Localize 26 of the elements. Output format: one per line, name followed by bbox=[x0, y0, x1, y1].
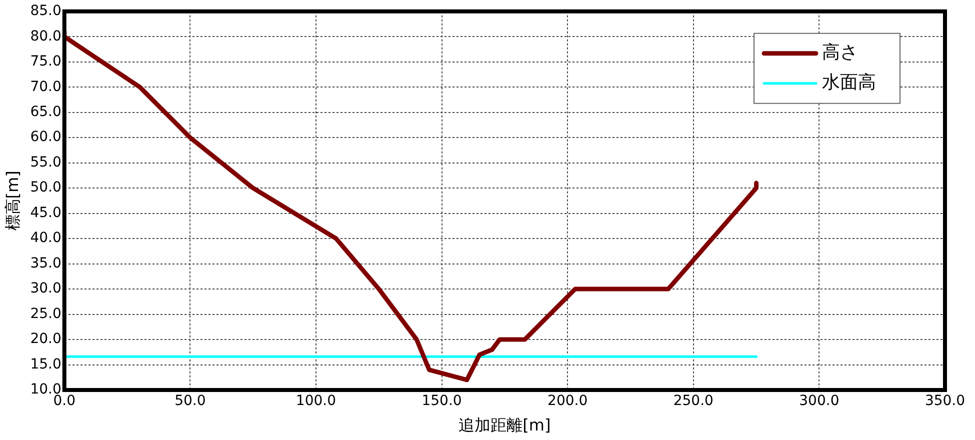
x-tick-label: 300.0 bbox=[799, 393, 840, 410]
y-tick-label: 70.0 bbox=[30, 78, 62, 95]
y-tick-label: 85.0 bbox=[30, 3, 62, 20]
y-tick-label: 55.0 bbox=[30, 154, 62, 170]
y-axis-title: 標高[m] bbox=[2, 170, 22, 231]
x-tick-label: 100.0 bbox=[296, 393, 336, 410]
legend-label: 水面高 bbox=[822, 72, 876, 94]
y-tick-label: 60.0 bbox=[30, 129, 62, 146]
y-tick-label: 50.0 bbox=[30, 180, 62, 196]
y-tick-label: 80.0 bbox=[30, 28, 62, 44]
y-tick-label: 40.0 bbox=[30, 230, 62, 246]
y-tick-label: 15.0 bbox=[30, 356, 62, 372]
x-tick-label: 200.0 bbox=[548, 393, 588, 410]
y-tick-label: 75.0 bbox=[30, 54, 62, 70]
y-tick-label: 65.0 bbox=[30, 104, 62, 120]
x-tick-label: 50.0 bbox=[174, 393, 206, 410]
y-tick-label: 35.0 bbox=[30, 255, 62, 272]
legend-label: 高さ bbox=[822, 42, 858, 64]
x-axis-title: 追加距離[m] bbox=[458, 416, 551, 435]
x-tick-label: 150.0 bbox=[422, 393, 462, 410]
x-tick-label: 350.0 bbox=[924, 393, 966, 410]
y-tick-label: 25.0 bbox=[30, 306, 62, 322]
y-tick-label: 20.0 bbox=[30, 331, 62, 348]
y-tick-label: 30.0 bbox=[30, 280, 62, 297]
x-tick-label: 250.0 bbox=[673, 393, 714, 410]
y-tick-label: 45.0 bbox=[30, 204, 62, 221]
